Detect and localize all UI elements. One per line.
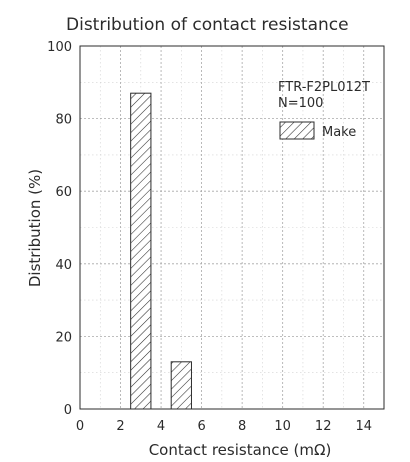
x-tick-label: 6 xyxy=(197,419,205,434)
legend-label-make: Make xyxy=(322,125,356,140)
x-tick-labels: 0 2 4 6 8 10 12 14 xyxy=(76,419,372,434)
y-tick-labels: 0 20 40 60 80 100 xyxy=(47,40,72,418)
x-tick-label: 14 xyxy=(355,419,372,434)
x-tick-label: 12 xyxy=(315,419,332,434)
legend: FTR-F2PL012T N=100 Make xyxy=(278,80,370,140)
x-tick-label: 2 xyxy=(116,419,124,434)
y-tick-label: 60 xyxy=(55,185,72,200)
bar-1 xyxy=(130,92,152,410)
y-tick-label: 0 xyxy=(64,403,72,418)
grid-lines xyxy=(80,46,384,409)
chart-title: Distribution of contact resistance xyxy=(66,15,349,35)
x-tick-label: 0 xyxy=(76,419,84,434)
y-tick-label: 20 xyxy=(55,330,72,345)
x-tick-label: 8 xyxy=(238,419,246,434)
y-tick-label: 80 xyxy=(55,113,72,128)
bar-2 xyxy=(170,361,192,410)
x-axis-label: Contact resistance (mΩ) xyxy=(149,441,332,459)
y-tick-label: 40 xyxy=(55,258,72,273)
legend-sample-size: N=100 xyxy=(278,96,323,111)
legend-model: FTR-F2PL012T xyxy=(278,80,370,95)
x-tick-label: 4 xyxy=(157,419,165,434)
y-axis-label: Distribution (%) xyxy=(26,169,44,287)
y-tick-label: 100 xyxy=(47,40,72,55)
plot-frame xyxy=(79,45,385,410)
x-tick-label: 10 xyxy=(274,419,291,434)
legend-swatch-make xyxy=(279,121,315,140)
